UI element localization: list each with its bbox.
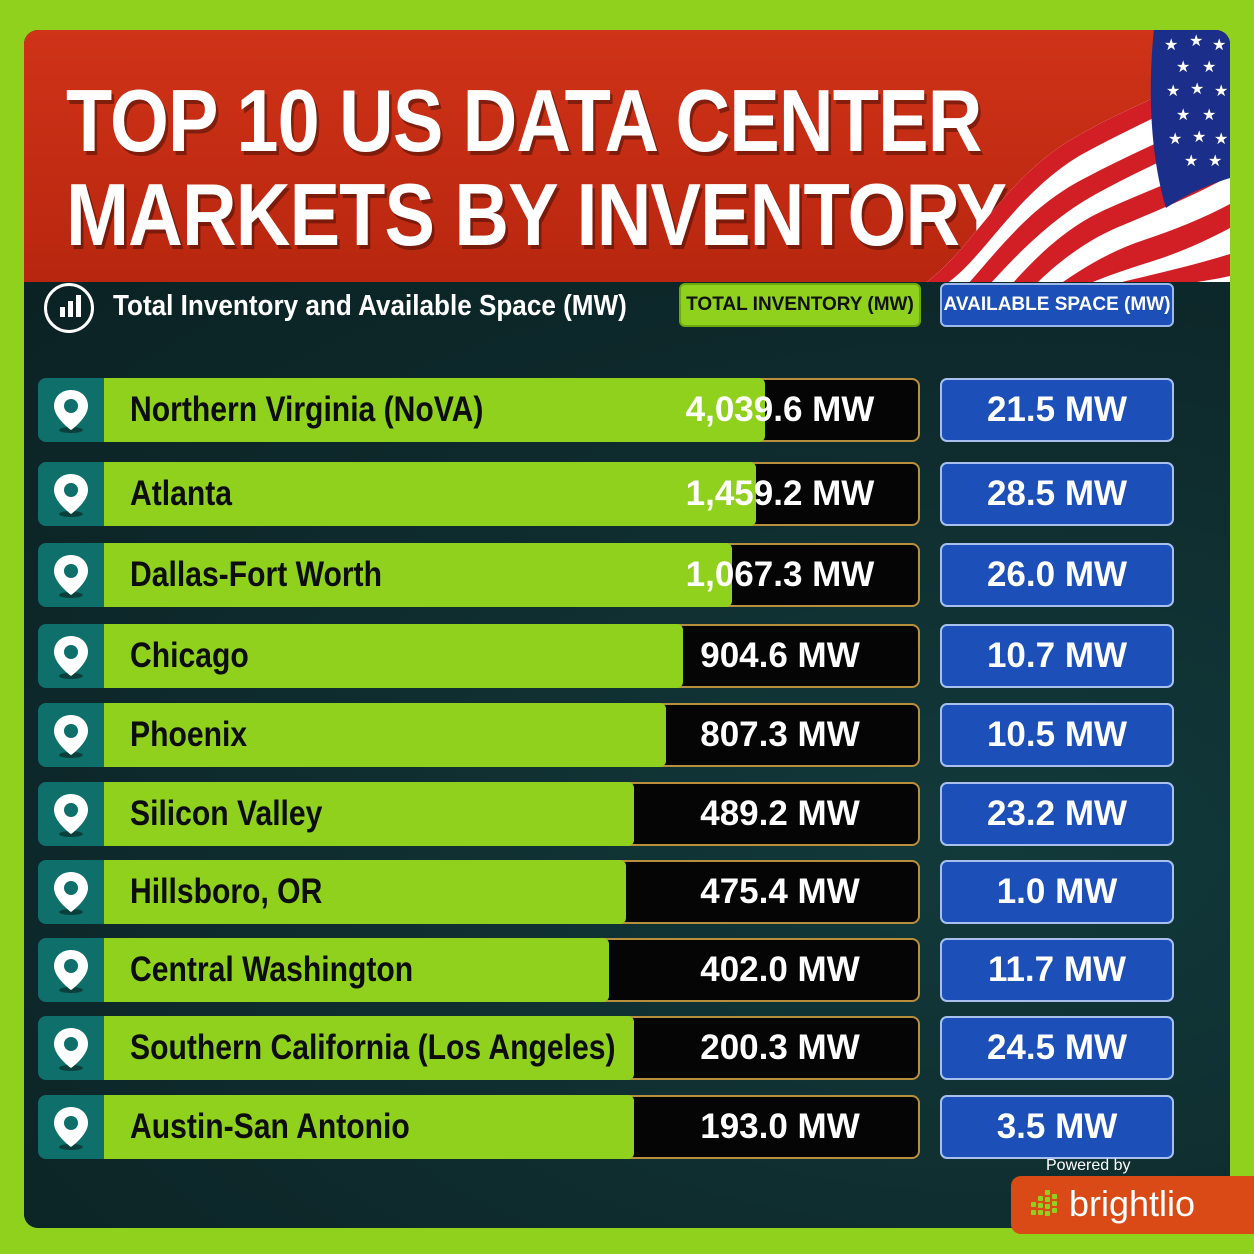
total-inventory-label: 807.3 MW (700, 715, 860, 754)
location-pin-icon (38, 703, 104, 767)
location-pin-icon (38, 543, 104, 607)
total-inventory-bar (102, 378, 765, 442)
available-space-label: 28.5 MW (940, 462, 1174, 526)
svg-text:★: ★ (1192, 127, 1206, 146)
table-row: Hillsboro, OR 475.4 MW 1.0 MW (38, 860, 1174, 924)
svg-text:★: ★ (1176, 105, 1190, 124)
total-inventory-bar (102, 1095, 634, 1159)
location-pin-icon (38, 462, 104, 526)
location-pin-icon (38, 782, 104, 846)
available-space-label: 10.7 MW (940, 624, 1174, 688)
svg-text:★: ★ (1202, 57, 1216, 76)
title-line-1: TOP 10 US DATA CENTER (66, 71, 982, 170)
table-row: Chicago 904.6 MW 10.7 MW (38, 624, 1174, 688)
brand-dots-icon (1031, 1190, 1063, 1220)
market-name: Chicago (130, 636, 249, 675)
total-inventory-bar (102, 703, 666, 767)
table-row: Atlanta 1,459.2 MW 28.5 MW (38, 462, 1174, 526)
svg-text:★: ★ (1190, 79, 1204, 98)
total-inventory-bar (102, 860, 626, 924)
available-space-label: 3.5 MW (940, 1095, 1174, 1159)
location-pin-icon (38, 938, 104, 1002)
total-inventory-label: 402.0 MW (700, 950, 860, 989)
svg-text:★: ★ (1176, 57, 1190, 76)
powered-by-label: Powered by (1046, 1157, 1131, 1174)
total-inventory-label: 489.2 MW (700, 794, 860, 833)
available-space-label: 23.2 MW (940, 782, 1174, 846)
market-name: Atlanta (130, 474, 233, 513)
market-name: Austin-San Antonio (130, 1107, 410, 1146)
total-inventory-bar (102, 462, 756, 526)
total-inventory-bar (102, 782, 634, 846)
svg-text:★: ★ (1212, 35, 1226, 54)
title-line-2: MARKETS BY INVENTORY (66, 165, 1007, 264)
legend-label: Total Inventory and Available Space (MW) (113, 290, 627, 322)
total-inventory-label: 193.0 MW (700, 1107, 860, 1146)
available-space-label: 24.5 MW (940, 1016, 1174, 1080)
svg-text:★: ★ (1166, 81, 1180, 100)
market-name: Southern California (Los Angeles) (130, 1028, 616, 1067)
market-name: Phoenix (130, 715, 248, 754)
available-space-label: 10.5 MW (940, 703, 1174, 767)
svg-text:★: ★ (1168, 129, 1182, 148)
available-space-label: 26.0 MW (940, 543, 1174, 607)
total-inventory-label: 475.4 MW (700, 872, 860, 911)
total-inventory-label: 1,067.3 MW (685, 555, 875, 594)
title-banner: TOP 10 US DATA CENTER MARKETS BY INVENTO… (24, 30, 1230, 284)
svg-text:★: ★ (1184, 151, 1198, 170)
svg-text:★: ★ (1214, 129, 1228, 148)
total-inventory-label: 4,039.6 MW (685, 390, 875, 429)
available-space-label: 1.0 MW (940, 860, 1174, 924)
location-pin-icon (38, 860, 104, 924)
total-inventory-label: 200.3 MW (700, 1028, 860, 1067)
table-row: Austin-San Antonio 193.0 MW 3.5 MW (38, 1095, 1174, 1159)
total-inventory-label: 1,459.2 MW (685, 474, 875, 513)
svg-text:★: ★ (1214, 81, 1228, 100)
market-name: Hillsboro, OR (130, 872, 323, 911)
available-space-label: 21.5 MW (940, 378, 1174, 442)
table-row: Silicon Valley 489.2 MW 23.2 MW (38, 782, 1174, 846)
available-space-header: AVAILABLE SPACE (MW) (940, 283, 1174, 327)
location-pin-icon (38, 624, 104, 688)
market-name: Silicon Valley (130, 794, 323, 833)
total-inventory-bar (102, 938, 609, 1002)
svg-text:★: ★ (1208, 151, 1222, 170)
total-inventory-bar (102, 1016, 634, 1080)
table-row: Northern Virginia (NoVA) 4,039.6 MW 21.5 M… (38, 378, 1174, 442)
svg-text:★: ★ (1164, 35, 1178, 54)
brand-name: brightlio (1069, 1183, 1196, 1224)
table-row: Dallas-Fort Worth 1,067.3 MW 26.0 MW (38, 543, 1174, 607)
table-row: Central Washington 402.0 MW 11.7 MW (38, 938, 1174, 1002)
location-pin-icon (38, 378, 104, 442)
total-inventory-bar (102, 624, 683, 688)
location-pin-icon (38, 1016, 104, 1080)
total-inventory-bar (102, 543, 732, 607)
location-pin-icon (38, 1095, 104, 1159)
table-row: Phoenix 807.3 MW 10.5 MW (38, 703, 1174, 767)
us-flag-icon: ★ ★ ★ ★ ★ ★ ★ ★ ★ ★ ★ ★ ★ ★ ★ (924, 30, 1230, 284)
svg-text:★: ★ (1202, 105, 1216, 124)
total-inventory-label: 904.6 MW (700, 636, 860, 675)
bar-chart-icon (44, 283, 94, 333)
brand-logo: brightlio (1011, 1176, 1254, 1234)
svg-text:★: ★ (1189, 31, 1203, 50)
page-title: TOP 10 US DATA CENTER MARKETS BY INVENTO… (66, 71, 1007, 264)
total-inventory-header: TOTAL INVENTORY (MW) (679, 283, 921, 327)
table-row: Southern California (Los Angeles) 200.3 M… (38, 1016, 1174, 1080)
available-space-label: 11.7 MW (940, 938, 1174, 1002)
market-name: Dallas-Fort Worth (130, 555, 382, 594)
market-name: Central Washington (130, 950, 414, 989)
market-name: Northern Virginia (NoVA) (130, 390, 484, 429)
